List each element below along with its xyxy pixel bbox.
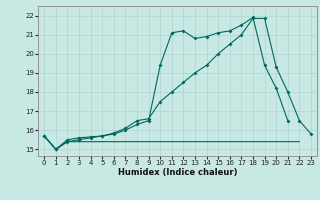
X-axis label: Humidex (Indice chaleur): Humidex (Indice chaleur): [118, 168, 237, 177]
